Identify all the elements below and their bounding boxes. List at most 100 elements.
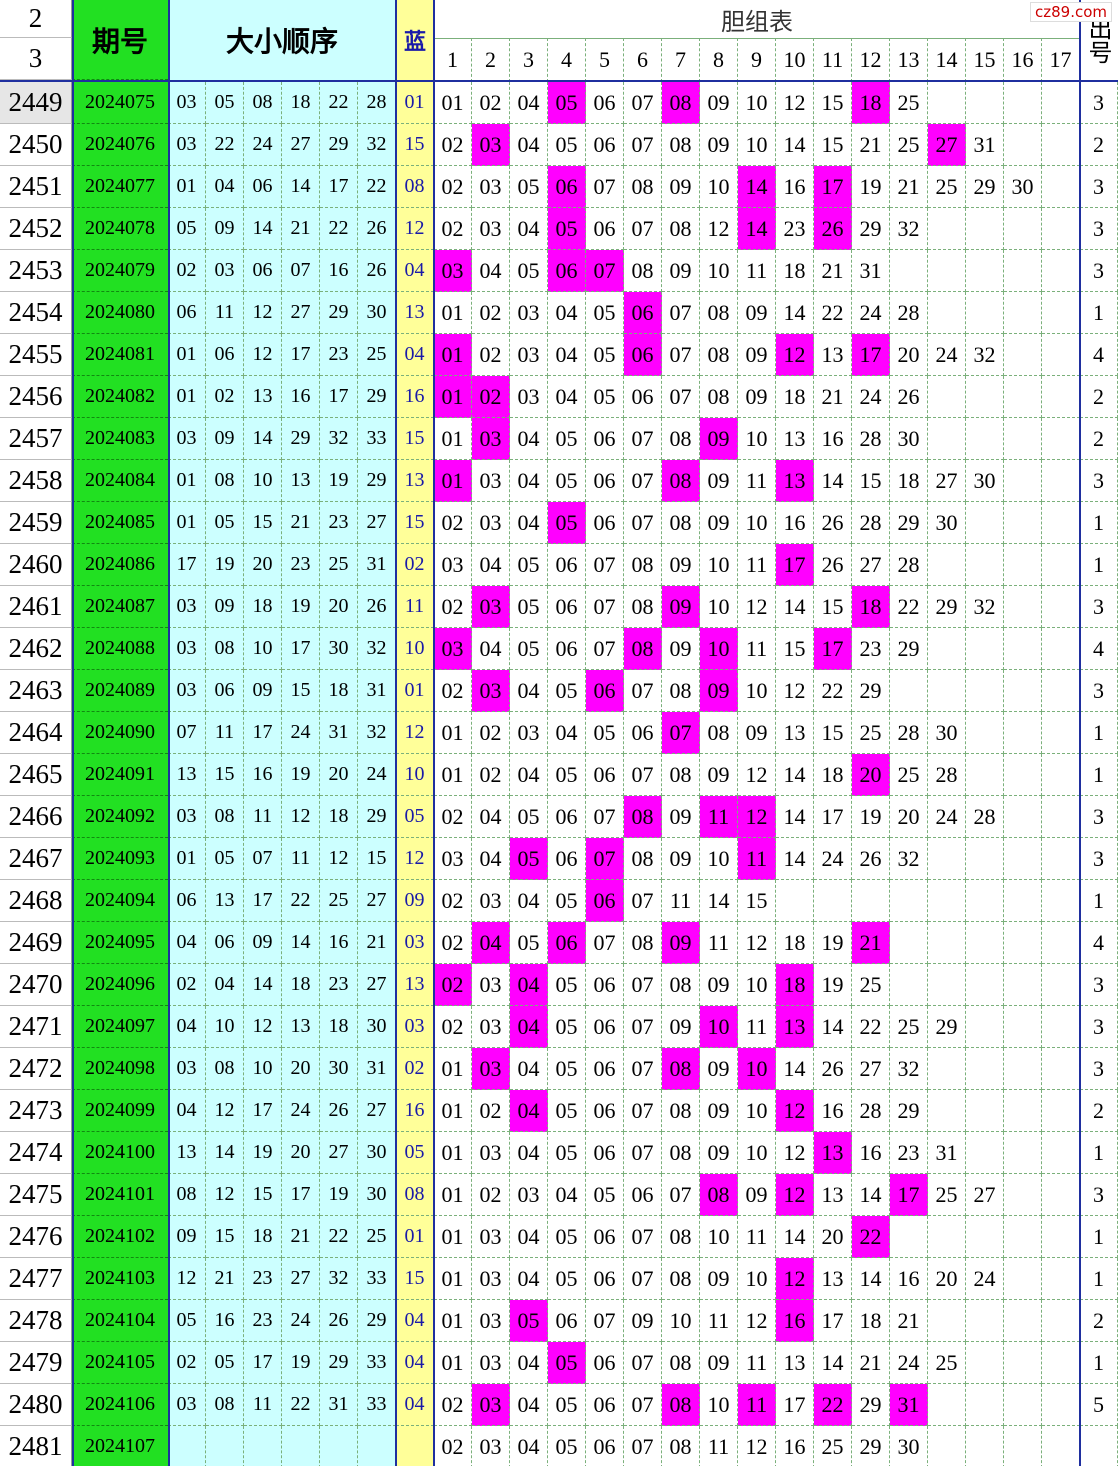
dan-number: 17 xyxy=(852,334,890,376)
dan-number: 25 xyxy=(890,124,928,166)
dan-number xyxy=(1042,880,1080,922)
ball: 14 xyxy=(282,922,320,964)
dan-number: 04 xyxy=(510,418,548,460)
blue-ball: 15 xyxy=(396,418,434,460)
ball: 30 xyxy=(358,292,396,334)
blue-ball: 16 xyxy=(396,1090,434,1132)
dan-number: 11 xyxy=(738,250,776,292)
ball: 32 xyxy=(320,1258,358,1300)
blue-ball: 16 xyxy=(396,376,434,418)
count: 1 xyxy=(1080,754,1118,796)
dan-number: 03 xyxy=(472,1006,510,1048)
ball: 18 xyxy=(244,586,282,628)
dan-number: 07 xyxy=(624,1132,662,1174)
dan-number: 13 xyxy=(814,1258,852,1300)
ball: 22 xyxy=(320,1216,358,1258)
issue: 2024080 xyxy=(72,292,168,334)
dan-number: 17 xyxy=(814,166,852,208)
dan-number: 03 xyxy=(434,250,472,292)
count: 1 xyxy=(1080,712,1118,754)
dan-number: 09 xyxy=(738,1174,776,1216)
dan-number: 04 xyxy=(472,250,510,292)
dan-number: 02 xyxy=(434,502,472,544)
dan-number xyxy=(1004,1090,1042,1132)
dan-number: 07 xyxy=(624,754,662,796)
ball: 12 xyxy=(206,1090,244,1132)
dan-number: 02 xyxy=(434,124,472,166)
dan-number: 19 xyxy=(852,796,890,838)
dan-number xyxy=(1042,124,1080,166)
dan-number: 04 xyxy=(548,1174,586,1216)
issue: 2024105 xyxy=(72,1342,168,1384)
dan-number xyxy=(1004,1174,1042,1216)
dan-number: 06 xyxy=(586,460,624,502)
dan-number: 08 xyxy=(662,1384,700,1426)
dan-number: 20 xyxy=(890,334,928,376)
dan-number: 04 xyxy=(510,754,548,796)
dan-number: 25 xyxy=(852,712,890,754)
dan-number: 07 xyxy=(624,124,662,166)
dan-column-header: 15 xyxy=(966,38,1004,82)
dan-number: 12 xyxy=(776,670,814,712)
dan-number: 07 xyxy=(586,1300,624,1342)
dan-number: 12 xyxy=(738,1426,776,1466)
dan-number: 08 xyxy=(624,838,662,880)
count: 4 xyxy=(1080,334,1118,376)
dan-number: 09 xyxy=(662,838,700,880)
dan-number: 13 xyxy=(814,334,852,376)
ball: 18 xyxy=(282,964,320,1006)
dan-number: 31 xyxy=(966,124,1004,166)
ball: 03 xyxy=(206,250,244,292)
dan-number: 07 xyxy=(662,1174,700,1216)
dan-number: 13 xyxy=(776,712,814,754)
dan-number: 09 xyxy=(700,124,738,166)
dan-number: 10 xyxy=(700,166,738,208)
dan-number: 30 xyxy=(928,502,966,544)
dan-number xyxy=(1042,1006,1080,1048)
dan-number: 13 xyxy=(776,1006,814,1048)
blue-ball: 03 xyxy=(396,922,434,964)
dan-number xyxy=(928,964,966,1006)
dan-number: 04 xyxy=(510,1258,548,1300)
dan-number: 07 xyxy=(624,1006,662,1048)
dan-number: 12 xyxy=(776,1174,814,1216)
dan-number: 03 xyxy=(472,208,510,250)
dan-number xyxy=(1042,1216,1080,1258)
dan-number: 04 xyxy=(510,670,548,712)
dan-number xyxy=(966,418,1004,460)
ball: 03 xyxy=(168,586,206,628)
count: 3 xyxy=(1080,964,1118,1006)
dan-number xyxy=(1042,166,1080,208)
dan-number xyxy=(1004,1216,1042,1258)
issue: 2024076 xyxy=(72,124,168,166)
issue: 2024090 xyxy=(72,712,168,754)
dan-number: 02 xyxy=(434,586,472,628)
dan-number: 18 xyxy=(852,82,890,124)
ball: 21 xyxy=(282,1216,320,1258)
ball: 22 xyxy=(320,82,358,124)
row-number: 2479 xyxy=(0,1342,72,1384)
dan-number xyxy=(1004,460,1042,502)
dan-number xyxy=(966,1090,1004,1132)
dan-number: 05 xyxy=(548,964,586,1006)
ball: 29 xyxy=(320,1342,358,1384)
row-number: 2477 xyxy=(0,1258,72,1300)
dan-number: 07 xyxy=(586,250,624,292)
dan-number: 03 xyxy=(510,376,548,418)
ball: 27 xyxy=(320,1132,358,1174)
dan-number: 01 xyxy=(434,1132,472,1174)
dan-number: 04 xyxy=(510,1342,548,1384)
dan-number: 15 xyxy=(776,628,814,670)
dan-number: 02 xyxy=(434,922,472,964)
dan-number: 03 xyxy=(434,628,472,670)
ball: 22 xyxy=(320,208,358,250)
dan-number: 29 xyxy=(890,1090,928,1132)
dan-number xyxy=(1042,670,1080,712)
dan-number: 04 xyxy=(510,880,548,922)
dan-number: 06 xyxy=(624,712,662,754)
row-number: 2449 xyxy=(0,82,72,124)
ball: 27 xyxy=(282,1258,320,1300)
dan-number: 06 xyxy=(548,838,586,880)
dan-number: 06 xyxy=(586,754,624,796)
dan-number xyxy=(966,1132,1004,1174)
